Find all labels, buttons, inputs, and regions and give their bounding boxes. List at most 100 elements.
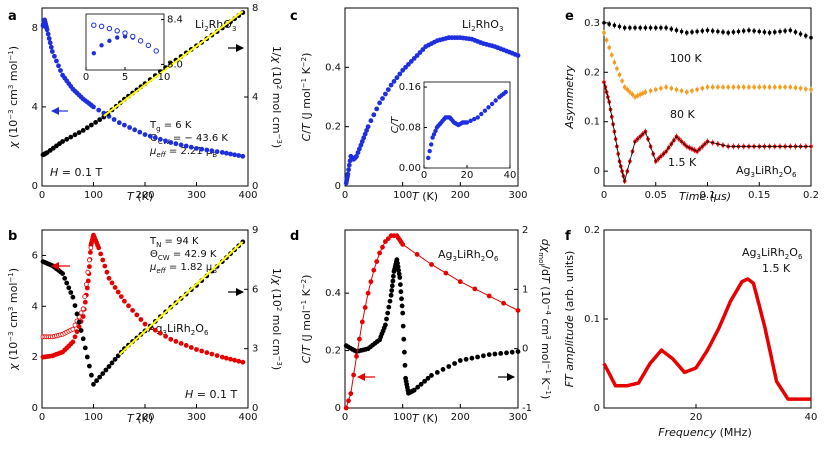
chi-zfc-point — [183, 342, 189, 348]
chi-point — [96, 107, 102, 113]
chi-point — [147, 133, 153, 139]
inv-chi-point — [91, 381, 96, 387]
inset-x-tick-label: 10 — [158, 72, 171, 83]
panel-label-e: e — [565, 9, 574, 24]
inv-chi-point — [84, 354, 90, 360]
cp-point — [380, 244, 385, 250]
ylabel-a: χ (10−3 cm3 mol−1) — [7, 46, 20, 149]
inv-chi-point — [76, 319, 82, 325]
inset-x-tick-label: 0 — [83, 72, 89, 83]
asym-point-80-K — [602, 30, 606, 35]
x-tick-label: 0.05 — [645, 190, 667, 201]
legend-label-1: 80 K — [670, 108, 695, 121]
x-tick-label: 20 — [690, 412, 703, 423]
chi-point — [240, 153, 246, 159]
inv-chi-point — [44, 150, 50, 156]
x-tick-label: 0 — [601, 190, 607, 201]
ann-b-field: H = 0.1 T — [185, 388, 237, 401]
x-tick-label: 300 — [187, 412, 206, 423]
x-tick-label: 0 — [342, 412, 348, 423]
asym-point-100-K — [757, 29, 762, 34]
cp-point — [343, 405, 349, 411]
chi-zfc-point — [138, 317, 144, 322]
ylabel-b: χ (10−3 cm3 mol−1) — [7, 268, 20, 371]
panel-label-f: f — [565, 229, 571, 244]
dchi-point — [399, 303, 405, 309]
y-tick-label: 0 — [335, 181, 341, 192]
asym-point-100-K — [633, 26, 637, 30]
inset-cp-point — [482, 108, 488, 113]
chi-fc-point — [83, 281, 89, 287]
inset-y-tick-label: 8.0 — [167, 59, 183, 70]
cp-point — [377, 250, 383, 256]
cp-point — [515, 307, 521, 313]
y2label-d: dχmol/dT (10−4 cm3 mol−1 K−1) — [537, 239, 552, 400]
inv-chi-point — [78, 328, 84, 333]
inset-cp-point — [426, 155, 431, 161]
asym-point-80-K — [700, 86, 705, 91]
inset-y-tick-label: 0.08 — [399, 123, 421, 134]
chi-fc-point — [82, 294, 88, 300]
inset-x-tick-label: 5 — [122, 72, 128, 83]
asym-point-80-K — [628, 90, 632, 94]
inv-chi-point — [93, 120, 98, 125]
asym-point-100-K — [674, 28, 679, 32]
panel-label-a: a — [8, 9, 17, 24]
cp-point — [380, 96, 385, 101]
x-tick-label: 0.15 — [748, 190, 770, 201]
chi-zfc-point — [102, 263, 108, 269]
compound-c: Li2RhO3 — [462, 18, 503, 33]
cp-point — [371, 267, 377, 273]
y2-tick-label: 0 — [522, 344, 528, 355]
y2-tick-label: 0 — [252, 403, 258, 414]
inset-x-tick-label: 0 — [421, 170, 427, 181]
chi-point — [44, 27, 50, 33]
inset-fc-point — [114, 28, 120, 34]
x-tick-label: 400 — [238, 190, 257, 201]
asym-point-100-K — [679, 29, 684, 34]
chi-point — [58, 68, 63, 73]
cp-point — [359, 319, 365, 325]
cp-point — [400, 67, 406, 73]
asym-point-100-K — [716, 29, 720, 34]
asym-point-100-K — [654, 26, 658, 30]
inv-chi-point — [62, 275, 68, 281]
dchi-point — [446, 364, 452, 369]
asym-point-80-K — [612, 60, 617, 65]
asym-point-100-K — [622, 26, 627, 30]
cp-point — [374, 259, 380, 265]
chi-fc-point — [87, 257, 92, 263]
inset-cp-point — [464, 120, 470, 125]
dchi-point — [463, 356, 469, 362]
dchi-point — [422, 378, 428, 384]
fit-line-1.5K — [603, 82, 811, 183]
chi-zfc-point — [70, 339, 76, 345]
ylabel-f: FT amplitude (arb. units) — [563, 251, 576, 388]
asym-point-80-K — [654, 87, 658, 92]
dchi-point — [390, 273, 396, 279]
frame-b — [41, 229, 249, 409]
cw-fit-line — [103, 10, 244, 117]
asym-point-100-K — [659, 26, 663, 30]
dchi-point — [429, 372, 434, 378]
chi-point — [204, 147, 210, 153]
x-tick-label: 100 — [393, 412, 412, 423]
asym-point-100-K — [736, 29, 741, 34]
chi-zfc-point — [142, 321, 148, 327]
x-tick-label: 0 — [39, 412, 45, 423]
dchi-point — [434, 369, 440, 375]
inv-chi-point — [89, 372, 94, 378]
inv-chi-point — [80, 336, 86, 342]
asym-point-80-K — [607, 45, 611, 50]
inv-chi-point — [97, 117, 103, 123]
asym-point-80-K — [726, 85, 730, 89]
inset-frame-a — [85, 13, 165, 71]
asym-point-80-K — [710, 85, 715, 89]
y-tick-label: 0.2 — [584, 225, 600, 236]
asym-point-100-K — [617, 24, 622, 29]
asym-point-80-K — [783, 85, 787, 89]
inv-chi-point — [74, 311, 80, 317]
chi-zfc-point — [115, 289, 121, 295]
dchi-point — [440, 366, 446, 372]
